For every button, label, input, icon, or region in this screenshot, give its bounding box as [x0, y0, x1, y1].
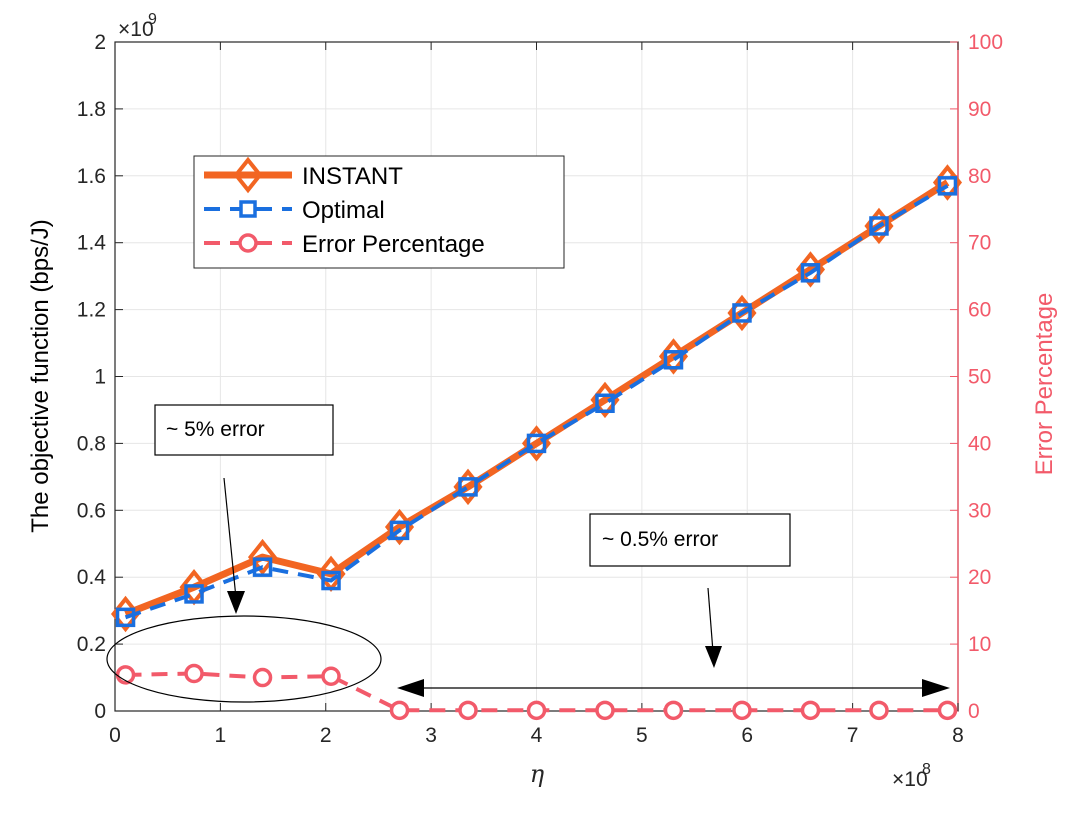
- y-right-tick-label: 30: [968, 499, 991, 522]
- data-point-optimal: [595, 393, 615, 414]
- legend-label-optimal: Optimal: [302, 197, 385, 224]
- legend-marker-error: [238, 233, 258, 253]
- x-multiplier-base: ×10: [892, 768, 928, 791]
- y-right-tick-label: 50: [968, 366, 991, 389]
- legend-label-error: Error Percentage: [302, 231, 485, 258]
- y-tick-label: 1.6: [77, 165, 106, 188]
- x-tick-label: 3: [425, 724, 437, 747]
- data-point-error: [526, 700, 547, 721]
- x-tick-label: 5: [636, 724, 648, 747]
- y-tick-label: 1.4: [77, 232, 107, 255]
- x-tick-label: 1: [215, 724, 227, 747]
- series-layer: [110, 164, 963, 721]
- data-point-optimal: [937, 176, 958, 196]
- legend-item-error: Error Percentage: [204, 231, 485, 258]
- annotation-box-5pct: [154, 404, 334, 456]
- y-right-tick-label: 40: [968, 432, 991, 455]
- series-error-percentage: [115, 663, 958, 721]
- y-right-tick-label: 20: [968, 566, 991, 589]
- y-right-tick-label: 60: [968, 299, 991, 322]
- legend: INSTANT Optimal Error Percentage: [193, 155, 565, 269]
- range-arrowhead-left: [397, 679, 424, 697]
- data-point-instant: [247, 538, 278, 576]
- data-point-optimal: [800, 263, 821, 283]
- y-multiplier: ×10 9: [118, 11, 157, 41]
- y-tick-label: 0.2: [77, 633, 106, 656]
- data-point-optimal: [663, 350, 684, 370]
- legend-item-optimal: Optimal: [204, 197, 385, 224]
- grid: [114, 41, 959, 712]
- x-tick-label: 0: [109, 724, 121, 747]
- annotation-arrow-5pct: [223, 477, 237, 599]
- data-point-optimal: [321, 570, 341, 591]
- data-point-optimal: [526, 433, 547, 454]
- y-axis-right-label: Error Percentage: [1031, 293, 1058, 476]
- data-point-error: [389, 700, 410, 721]
- legend-marker-optimal: [239, 200, 257, 218]
- y-right-tick-label: 10: [968, 633, 991, 656]
- y-tick-label: 0: [94, 700, 106, 723]
- annotation-arrowhead-5pct: [227, 591, 245, 614]
- y-axis-label: The objective function (bps/J): [27, 219, 54, 533]
- annotation-5pct-text: ~ 5% error: [166, 418, 265, 441]
- data-point-optimal: [869, 216, 889, 236]
- y-multiplier-base: ×10: [118, 18, 154, 41]
- data-point-error: [184, 663, 204, 684]
- data-point-optimal: [252, 557, 273, 577]
- annotation-box-05pct: [589, 513, 791, 567]
- annotation-ellipse: [106, 615, 382, 703]
- y-tick-label: 1: [94, 366, 106, 389]
- series-optimal: [115, 176, 958, 628]
- series-line-optimal: [124, 184, 949, 620]
- data-point-error: [800, 700, 821, 721]
- y-tick-label: 1.8: [77, 98, 106, 121]
- x-tick-label: 7: [847, 724, 859, 747]
- y-tick-label: 0.6: [77, 499, 106, 522]
- data-point-optimal: [732, 303, 752, 323]
- y-right-tick-label: 80: [968, 165, 991, 188]
- y-tick-label: 0.4: [77, 566, 107, 589]
- data-point-error: [937, 700, 958, 721]
- annotation-05pct-text: ~ 0.5% error: [602, 528, 718, 551]
- series-line-instant: [124, 179, 950, 618]
- x-multiplier: ×10 8: [892, 761, 931, 791]
- y-right-tick-label: 100: [968, 31, 1003, 54]
- data-point-error: [458, 700, 478, 721]
- range-arrowhead-right: [922, 679, 950, 697]
- legend-item-instant: INSTANT: [204, 156, 403, 194]
- x-multiplier-exp: 8: [922, 761, 931, 778]
- y-right-tick-label: 90: [968, 98, 991, 121]
- y-tick-label: 0.8: [77, 432, 106, 455]
- y-tick-label: 2: [94, 31, 106, 54]
- data-point-optimal: [115, 607, 136, 628]
- y-axis-right: 0 10 20 30 40 50 60 70 80 90 100: [950, 31, 1003, 723]
- x-tick-label: 2: [320, 724, 332, 747]
- data-point-error: [869, 700, 889, 721]
- data-point-error: [321, 666, 341, 686]
- data-point-error: [663, 700, 684, 721]
- data-point-optimal: [389, 520, 410, 541]
- legend-marker-instant: [233, 156, 263, 194]
- data-point-optimal: [184, 584, 204, 604]
- y-right-tick-label: 70: [968, 232, 991, 255]
- x-tick-label: 4: [531, 724, 543, 747]
- y-tick-label: 1.2: [77, 299, 106, 322]
- annotation-arrow-05pct: [707, 587, 714, 653]
- y-right-tick-label: 0: [968, 700, 980, 723]
- x-tick-label: 8: [952, 724, 964, 747]
- data-point-error: [595, 700, 615, 721]
- legend-label-instant: INSTANT: [302, 163, 403, 190]
- x-axis-label: η: [530, 760, 545, 788]
- annotation-arrowhead-05pct: [705, 646, 722, 668]
- data-point-error: [732, 700, 752, 721]
- data-point-error: [252, 667, 273, 688]
- x-tick-label: 6: [741, 724, 753, 747]
- y-multiplier-exp: 9: [148, 11, 157, 28]
- data-point-optimal: [458, 477, 478, 497]
